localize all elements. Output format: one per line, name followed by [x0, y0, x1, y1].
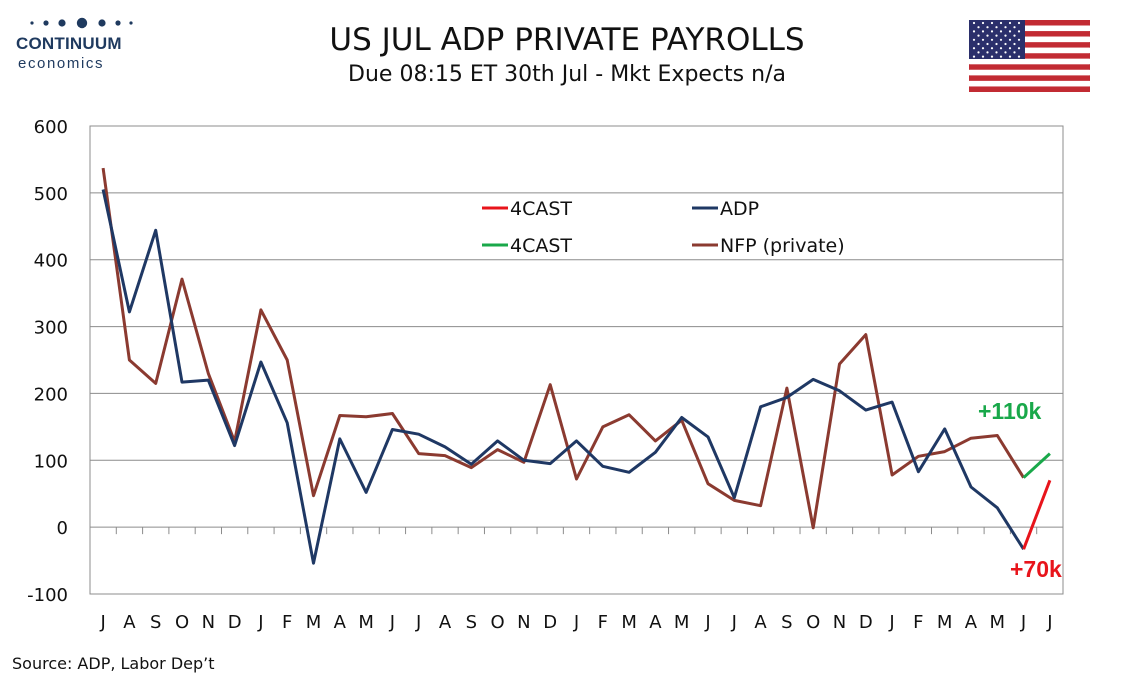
chart-title: US JUL ADP PRIVATE PAYROLLS — [329, 22, 805, 58]
x-tick-label: O — [806, 612, 820, 633]
x-tick-label: M — [674, 612, 690, 633]
x-tick-label: J — [1046, 612, 1052, 633]
legend: 4CAST ADP 4CAST NFP (private) — [482, 198, 845, 257]
nfp-series-line — [101, 167, 1025, 530]
x-tick-label: A — [649, 612, 662, 633]
red-forecast-label: +70k — [1010, 556, 1062, 582]
x-tick-label: M — [937, 612, 953, 633]
x-tick-label: F — [282, 612, 292, 633]
x-tick-label: M — [989, 612, 1005, 633]
x-tick-label: J — [704, 612, 710, 633]
x-tick-label: F — [913, 612, 923, 633]
y-tick-label: 100 — [34, 451, 68, 472]
x-tick-label: J — [257, 612, 263, 633]
x-tick-label: S — [781, 612, 792, 633]
x-tick-label: D — [543, 612, 557, 633]
y-tick-label: 300 — [34, 318, 68, 339]
legend-label: ADP — [720, 198, 759, 220]
y-tick-label: 400 — [34, 251, 68, 272]
forecast-red-line — [1022, 479, 1052, 550]
adp-series-line — [101, 189, 1025, 565]
x-tick-label: O — [175, 612, 189, 633]
annotations: +110k +70k — [978, 398, 1062, 582]
y-tick-label: 0 — [57, 518, 68, 539]
x-tick-label: S — [150, 612, 161, 633]
y-tick-label: 500 — [34, 184, 68, 205]
x-tick-label: S — [466, 612, 477, 633]
x-tick-label: N — [517, 612, 530, 633]
x-tick-label: M — [621, 612, 637, 633]
logo-brand: CONTINUUM — [16, 34, 122, 53]
x-tick-label: J — [1020, 612, 1026, 633]
logo-dots-icon — [30, 17, 133, 29]
y-tick-label: -100 — [27, 585, 68, 606]
x-tick-label: A — [123, 612, 136, 633]
x-tick-label: M — [306, 612, 322, 633]
x-tick-label: J — [415, 612, 421, 633]
x-tick-label: J — [389, 612, 395, 633]
x-tick-label: J — [99, 612, 105, 633]
x-tick-label: A — [754, 612, 767, 633]
x-tick-label: M — [358, 612, 374, 633]
continuum-logo: CONTINUUM economics — [12, 16, 133, 76]
x-tick-label: A — [965, 612, 978, 633]
x-tick-label: A — [439, 612, 452, 633]
grid-lines — [90, 125, 1063, 595]
x-tick-label: J — [888, 612, 894, 633]
series-lines — [101, 167, 1052, 565]
x-tick-label: D — [859, 612, 873, 633]
x-tick-label: O — [491, 612, 505, 633]
x-tick-label: N — [833, 612, 846, 633]
x-tick-label: F — [598, 612, 608, 633]
legend-label: NFP (private) — [720, 235, 845, 257]
x-tick-label: N — [202, 612, 215, 633]
source-note: Source: ADP, Labor Dep’t — [12, 654, 215, 673]
forecast-green-line — [1022, 452, 1051, 479]
x-tick-label: J — [731, 612, 737, 633]
chart-subtitle: Due 08:15 ET 30th Jul - Mkt Expects n/a — [348, 62, 786, 87]
x-tick-label: A — [334, 612, 347, 633]
plot-border — [89, 125, 1064, 595]
x-tick-label: D — [228, 612, 242, 633]
green-forecast-label: +110k — [978, 398, 1042, 424]
x-tick-label: J — [573, 612, 579, 633]
legend-label: 4CAST — [510, 235, 572, 257]
y-tick-label: 600 — [34, 117, 68, 138]
y-tick-label: 200 — [34, 384, 68, 405]
legend-label: 4CAST — [510, 198, 572, 220]
us-flag-icon — [969, 20, 1090, 92]
logo-sub: economics — [18, 55, 105, 72]
